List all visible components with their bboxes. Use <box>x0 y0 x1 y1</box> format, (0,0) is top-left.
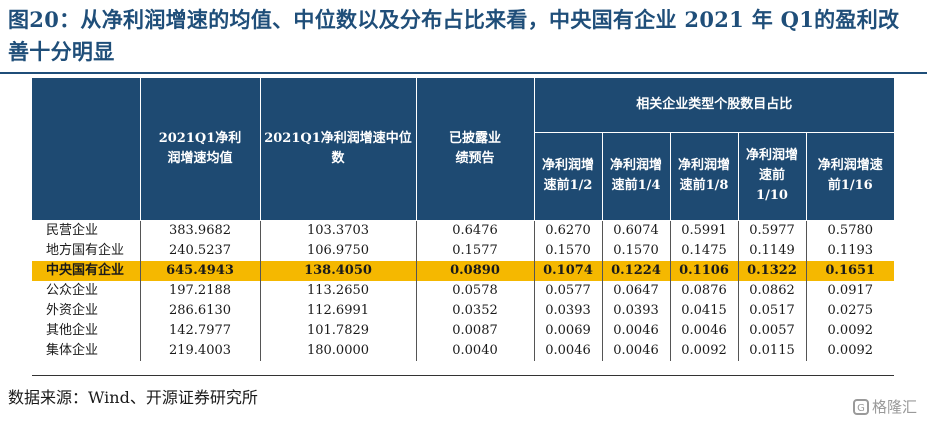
cell-top-tenth: 0.1149 <box>738 240 807 261</box>
cell-top-quarter: 0.6074 <box>602 219 671 241</box>
table-row: 公众企业 197.2188 113.2650 0.0578 0.0577 0.0… <box>32 280 894 301</box>
cell-disclosed: 0.1577 <box>416 240 535 261</box>
cell-top-quarter: 0.0046 <box>602 320 671 341</box>
header-company-type <box>32 78 141 221</box>
cell-top-half: 0.0046 <box>534 340 603 361</box>
cell-median: 106.9750 <box>260 240 417 261</box>
table-row: 地方国有企业 240.5237 106.9750 0.1577 0.1570 0… <box>32 240 894 261</box>
cell-top-eighth: 0.0876 <box>670 280 739 301</box>
cell-top-sixteenth: 0.0917 <box>827 282 874 298</box>
source-note: 数据来源：Wind、开源证券研究所 <box>8 388 258 407</box>
cell-top-eighth: 0.0092 <box>670 340 739 361</box>
row-label: 地方国有企业 <box>32 240 141 261</box>
cell-top-half: 0.0393 <box>534 300 603 321</box>
cell-top-tenth: 0.0517 <box>738 300 807 321</box>
cell-top-quarter: 0.1224 <box>602 260 671 281</box>
table-row: 集体企业 219.4003 180.0000 0.0040 0.0046 0.0… <box>32 340 894 361</box>
cell-top-half: 0.6270 <box>534 219 603 241</box>
cell-top-tenth: 0.0115 <box>738 340 807 361</box>
cell-median: 138.4050 <box>260 260 417 281</box>
header-top-half: 净利润增速前1/2 <box>534 132 603 221</box>
figure-title: 图20：从净利润增速的均值、中位数以及分布占比来看，中央国有企业 2021 年 … <box>8 7 900 64</box>
cell-mean: 197.2188 <box>140 280 261 301</box>
header-group: 相关企业类型个股数目占比 <box>534 78 895 133</box>
row-label: 其他企业 <box>32 320 141 341</box>
header-top-sixteenth: 净利润增速前1/16 <box>806 132 895 221</box>
cell-top-tenth: 0.0057 <box>738 320 807 341</box>
table-bottom-rule <box>32 375 894 376</box>
cell-top-sixteenth: 0.1193 <box>827 242 874 258</box>
watermark-text: 格隆汇 <box>871 398 917 416</box>
cell-disclosed: 0.6476 <box>416 219 535 241</box>
cell-disclosed: 0.0040 <box>416 340 535 361</box>
cell-disclosed: 0.0352 <box>416 300 535 321</box>
header-top-quarter: 净利润增速前1/4 <box>602 132 671 221</box>
cell-top-sixteenth: 0.1651 <box>806 260 895 281</box>
cell-mean: 142.7977 <box>140 320 261 341</box>
header-top-eighth: 净利润增速前1/8 <box>670 132 739 221</box>
cell-top-sixteenth: 0.0092 <box>827 342 874 358</box>
cell-top-tenth: 0.5977 <box>738 219 807 241</box>
cell-median: 112.6991 <box>260 300 417 321</box>
table-row-highlighted: 中央国有企业 645.4943 138.4050 0.0890 0.1074 0… <box>32 260 895 281</box>
cell-median: 101.7829 <box>260 320 417 341</box>
cell-top-eighth: 0.1106 <box>670 260 739 281</box>
header-disclosed: 已披露业绩预告 <box>416 78 535 221</box>
cell-top-quarter: 0.0046 <box>602 340 671 361</box>
cell-top-eighth: 0.5991 <box>670 219 739 241</box>
table-row: 外资企业 286.6130 112.6991 0.0352 0.0393 0.0… <box>32 300 894 321</box>
row-label: 集体企业 <box>32 340 141 361</box>
table-row: 其他企业 142.7977 101.7829 0.0087 0.0069 0.0… <box>32 320 894 341</box>
cell-median: 103.3703 <box>260 219 417 241</box>
row-label: 公众企业 <box>32 280 141 301</box>
watermark: G 格隆汇 <box>852 396 917 417</box>
cell-top-quarter: 0.0393 <box>602 300 671 321</box>
title-divider <box>0 72 927 74</box>
cell-top-sixteenth: 0.0092 <box>827 322 874 338</box>
row-label: 民营企业 <box>32 219 141 241</box>
cell-top-half: 0.1074 <box>534 260 603 281</box>
cell-top-half: 0.0069 <box>534 320 603 341</box>
cell-median: 113.2650 <box>260 280 417 301</box>
cell-top-sixteenth: 0.5780 <box>806 219 895 241</box>
cell-top-eighth: 0.0415 <box>670 300 739 321</box>
cell-top-tenth: 0.1322 <box>738 260 807 281</box>
header-median: 2021Q1净利润增速中位数 <box>260 78 417 221</box>
row-label: 中央国有企业 <box>32 260 141 281</box>
table-row: 民营企业 383.9682 103.3703 0.6476 0.6270 0.6… <box>32 219 895 241</box>
logo-icon: G <box>852 398 869 415</box>
cell-top-eighth: 0.1475 <box>670 240 739 261</box>
cell-top-sixteenth: 0.0275 <box>827 302 874 318</box>
cell-top-tenth: 0.0862 <box>738 280 807 301</box>
cell-mean: 240.5237 <box>140 240 261 261</box>
header-top-tenth: 净利润增速前1/10 <box>738 132 807 221</box>
cell-top-half: 0.0577 <box>534 280 603 301</box>
cell-top-quarter: 0.1570 <box>602 240 671 261</box>
cell-mean: 383.9682 <box>140 219 261 241</box>
cell-top-half: 0.1570 <box>534 240 603 261</box>
cell-mean: 286.6130 <box>140 300 261 321</box>
row-label: 外资企业 <box>32 300 141 321</box>
cell-median: 180.0000 <box>260 340 417 361</box>
cell-disclosed: 0.0578 <box>416 280 535 301</box>
cell-disclosed: 0.0890 <box>416 260 535 281</box>
header-mean: 2021Q1净利润增速均值 <box>140 78 261 221</box>
cell-top-eighth: 0.0046 <box>670 320 739 341</box>
data-table: 2021Q1净利润增速均值 2021Q1净利润增速中位数 已披露业绩预告 相关企… <box>32 78 895 361</box>
cell-top-quarter: 0.0647 <box>602 280 671 301</box>
cell-disclosed: 0.0087 <box>416 320 535 341</box>
cell-mean: 219.4003 <box>140 340 261 361</box>
cell-mean: 645.4943 <box>140 260 261 281</box>
